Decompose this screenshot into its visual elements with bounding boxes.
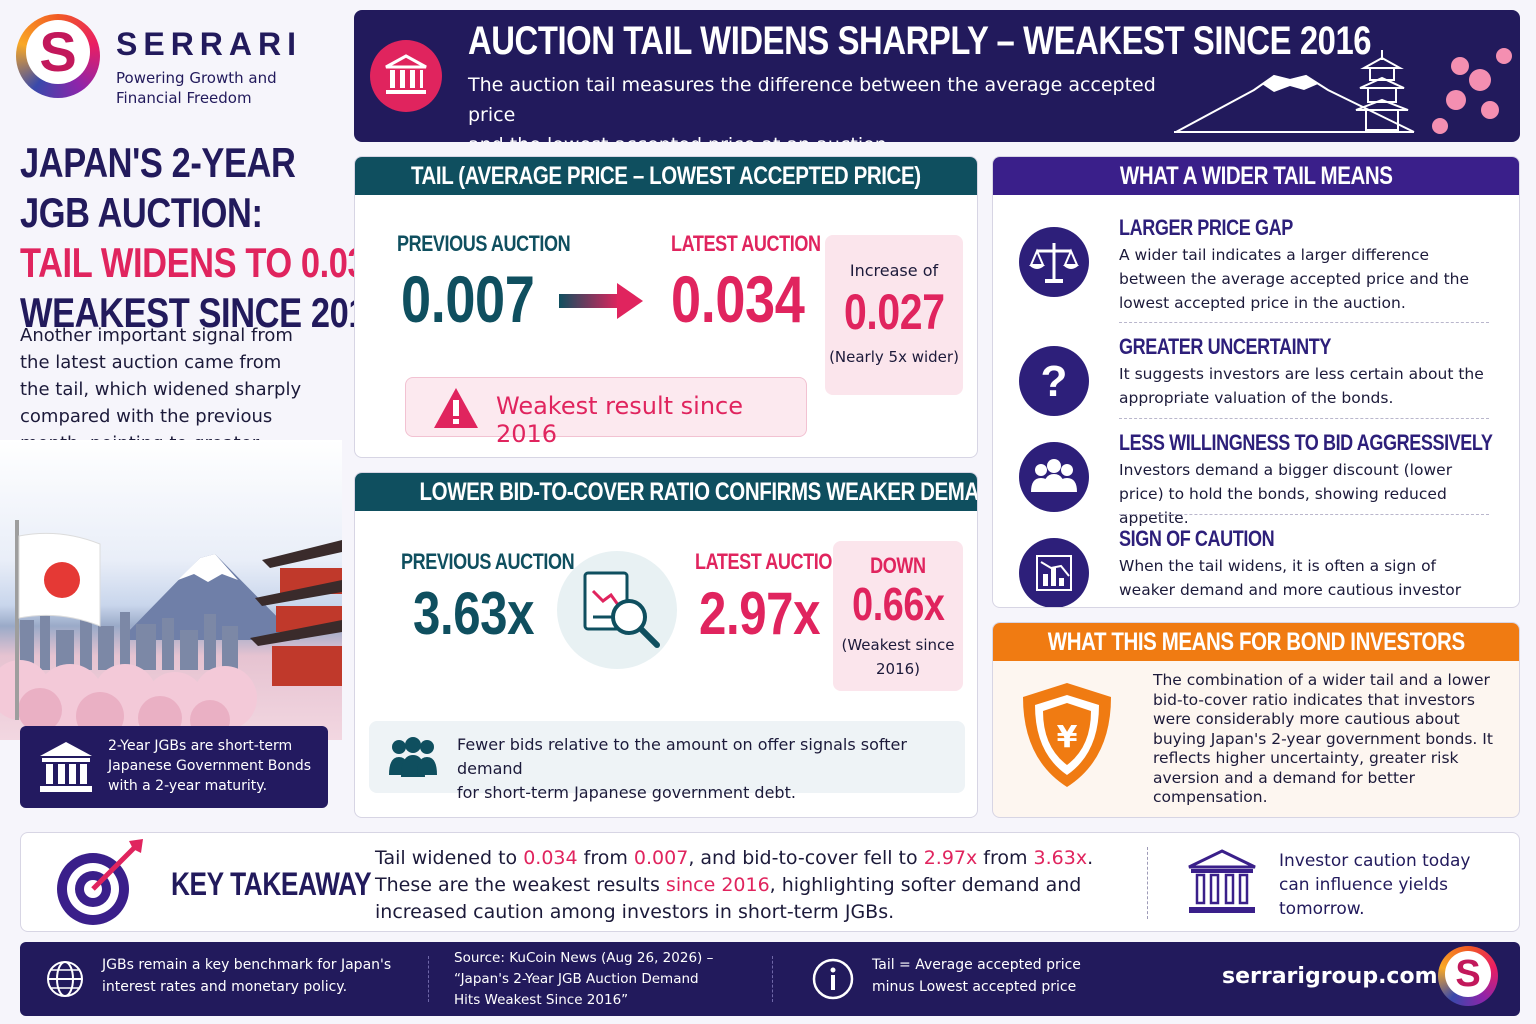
bond-investors-header: WHAT THIS MEANS FOR BOND INVESTORS <box>993 623 1519 661</box>
tail-latest-label: LATEST AUCTION <box>671 231 821 256</box>
footer-definition: Tail = Average accepted price minus Lowe… <box>872 957 1081 995</box>
arrow-right-icon <box>559 283 643 319</box>
banner-description: The auction tail measures the difference… <box>468 74 1156 142</box>
mountain-pagoda-icon <box>1174 48 1512 134</box>
bid-to-cover-panel: LOWER BID-TO-COVER RATIO CONFIRMS WEAKER… <box>354 472 978 818</box>
wider-item-title: LESS WILLINGNESS TO BID AGGRESSIVELY <box>1119 430 1493 455</box>
tail-increase-value: 0.027 <box>843 284 945 340</box>
divider <box>1119 514 1489 515</box>
wider-tail-header: WHAT A WIDER TAIL MEANS <box>993 157 1519 195</box>
banner-title: AUCTION TAIL WIDENS SHARPLY – WEAKEST SI… <box>468 19 1372 63</box>
website-link[interactable]: serrarigroup.com <box>1222 964 1438 989</box>
divider <box>1147 847 1148 919</box>
divider <box>772 956 773 1002</box>
serrari-logo: S <box>16 14 100 98</box>
tail-prev-value: 0.007 <box>401 262 535 336</box>
document-search-icon <box>557 551 677 669</box>
btc-prev-label: PREVIOUS AUCTION <box>401 549 575 574</box>
brand-header: S SERRARI Powering Growth and Financial … <box>16 14 336 114</box>
list-item: LESS WILLINGNESS TO BID AGGRESSIVELY Inv… <box>993 430 1519 530</box>
brand-name: SERRARI <box>116 26 303 62</box>
yen-symbol: ¥ <box>1057 720 1078 755</box>
shield-yen-icon: ¥ <box>1023 683 1111 787</box>
footer-source: Source: KuCoin News (Aug 26, 2026) – “Ja… <box>454 950 714 1008</box>
list-item: ? GREATER UNCERTAINTY It suggests invest… <box>993 334 1519 434</box>
target-icon <box>57 839 143 925</box>
tail-panel-header: TAIL (AVERAGE PRICE – LOWEST ACCEPTED PR… <box>355 157 977 195</box>
group-icon <box>389 737 437 777</box>
wider-item-title: GREATER UNCERTAINTY <box>1119 334 1332 359</box>
btc-note-text: Fewer bids relative to the amount on off… <box>457 735 907 802</box>
serrari-logo: S <box>1438 946 1498 1006</box>
divider <box>1119 418 1489 419</box>
key-takeaway-text: Tail widened to 0.034 from 0.007, and bi… <box>375 847 1094 923</box>
btc-prev-value: 3.63x <box>413 580 535 647</box>
scales-icon <box>1019 227 1089 297</box>
wider-item-desc: It suggests investors are less certain a… <box>1119 365 1484 407</box>
tail-panel: TAIL (AVERAGE PRICE – LOWEST ACCEPTED PR… <box>354 156 978 458</box>
tail-latest-value: 0.034 <box>671 262 805 336</box>
weakest-warning-text: Weakest result since 2016 <box>496 392 744 448</box>
btc-note-box: Fewer bids relative to the amount on off… <box>369 721 965 802</box>
wider-item-desc: When the tail widens, it is often a sign… <box>1119 557 1462 607</box>
btc-panel-header: LOWER BID-TO-COVER RATIO CONFIRMS WEAKER… <box>355 473 977 511</box>
wider-tail-panel: WHAT A WIDER TAIL MEANS LARGER PRICE GAP… <box>992 156 1520 608</box>
btc-latest-value: 2.97x <box>699 580 821 647</box>
bank-icon <box>40 742 92 792</box>
btc-latest-label: LATEST AUCTION <box>695 549 845 574</box>
list-item: SIGN OF CAUTION When the tail widens, it… <box>993 526 1519 607</box>
wider-item-desc: Investors demand a bigger discount (lowe… <box>1119 461 1453 527</box>
bank-icon <box>370 40 442 112</box>
jgb-definition-box: 2-Year JGBs are short-term Japanese Gove… <box>20 726 328 808</box>
footer: JGBs remain a key benchmark for Japan's … <box>20 942 1520 1016</box>
btc-down-box: DOWN 0.66x (Weakest since 2016) <box>833 541 963 691</box>
weakest-warning-box: Weakest result since 2016 <box>405 377 807 448</box>
japan-scene-illustration <box>0 440 342 740</box>
divider <box>1119 322 1489 323</box>
key-takeaway-side-text: Investor caution today can influence yie… <box>1279 851 1471 919</box>
key-takeaway-label: KEY TAKEAWAY <box>171 866 372 902</box>
info-icon <box>812 958 854 1000</box>
warning-icon <box>434 388 478 428</box>
bond-investors-text: The combination of a wider tail and a lo… <box>1153 671 1493 806</box>
bond-investors-panel: WHAT THIS MEANS FOR BOND INVESTORS ¥ The… <box>992 622 1520 818</box>
bank-icon <box>1188 849 1256 913</box>
wider-item-desc: A wider tail indicates a larger differen… <box>1119 246 1470 312</box>
wider-item-title: LARGER PRICE GAP <box>1119 215 1293 240</box>
footer-note: JGBs remain a key benchmark for Japan's … <box>102 957 392 995</box>
top-banner: AUCTION TAIL WIDENS SHARPLY – WEAKEST SI… <box>354 10 1520 142</box>
list-item: LARGER PRICE GAP A wider tail indicates … <box>993 215 1519 315</box>
wider-item-title: SIGN OF CAUTION <box>1119 526 1275 551</box>
tail-increase-box: Increase of 0.027 (Nearly 5x wider) <box>825 235 963 395</box>
tail-prev-label: PREVIOUS AUCTION <box>397 231 571 256</box>
question-icon: ? <box>1019 346 1089 416</box>
chart-down-icon <box>1019 538 1089 607</box>
btc-down-value: 0.66x <box>851 578 945 630</box>
svg-text:?: ? <box>1041 357 1068 406</box>
key-takeaway-box: KEY TAKEAWAY Tail widened to 0.034 from … <box>20 832 1520 932</box>
group-icon <box>1019 442 1089 512</box>
divider <box>428 956 429 1002</box>
headline: JAPAN'S 2-YEAR JGB AUCTION: TAIL WIDENS … <box>20 139 395 336</box>
jgb-definition-text: 2-Year JGBs are short-term Japanese Gove… <box>108 738 311 794</box>
brand-tagline: Powering Growth and Financial Freedom <box>116 69 277 107</box>
globe-icon <box>47 961 83 997</box>
